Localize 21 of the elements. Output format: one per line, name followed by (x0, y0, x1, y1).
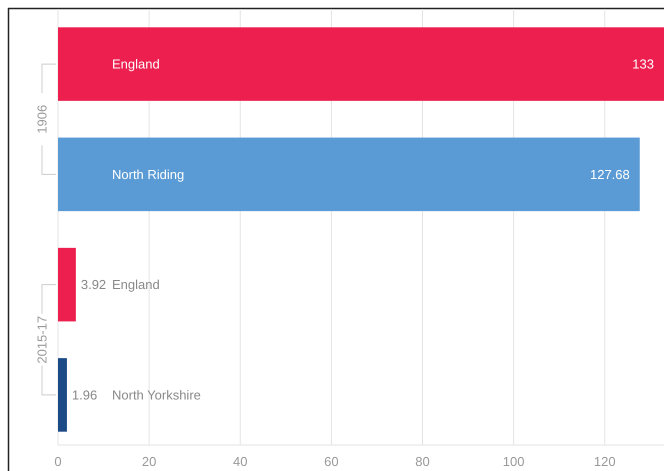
y-tick-label: North Riding (112, 166, 184, 182)
x-tick-label: 120 (594, 454, 616, 470)
data-label: 3.92 (80, 277, 106, 292)
bar (58, 248, 76, 322)
bar (58, 27, 664, 101)
x-tick-label: 40 (233, 454, 248, 470)
data-label: 127.68 (590, 166, 630, 182)
text: 2015-17 (34, 316, 50, 364)
x-tick-label: 20 (142, 454, 156, 470)
data-label: 133 (632, 56, 654, 72)
y-tick-label: England (112, 56, 160, 72)
bar (58, 138, 640, 212)
text: 1906 (34, 104, 50, 134)
data-label: 1.96 (72, 387, 98, 402)
x-tick-label: 0 (54, 454, 62, 470)
x-tick-label: 60 (324, 454, 339, 470)
bar (58, 358, 67, 432)
y-tick-label: North Yorkshire (112, 387, 201, 402)
y-tick-label: England (112, 277, 160, 292)
x-tick-label: 100 (502, 454, 524, 470)
x-tick-label: 80 (415, 454, 430, 470)
